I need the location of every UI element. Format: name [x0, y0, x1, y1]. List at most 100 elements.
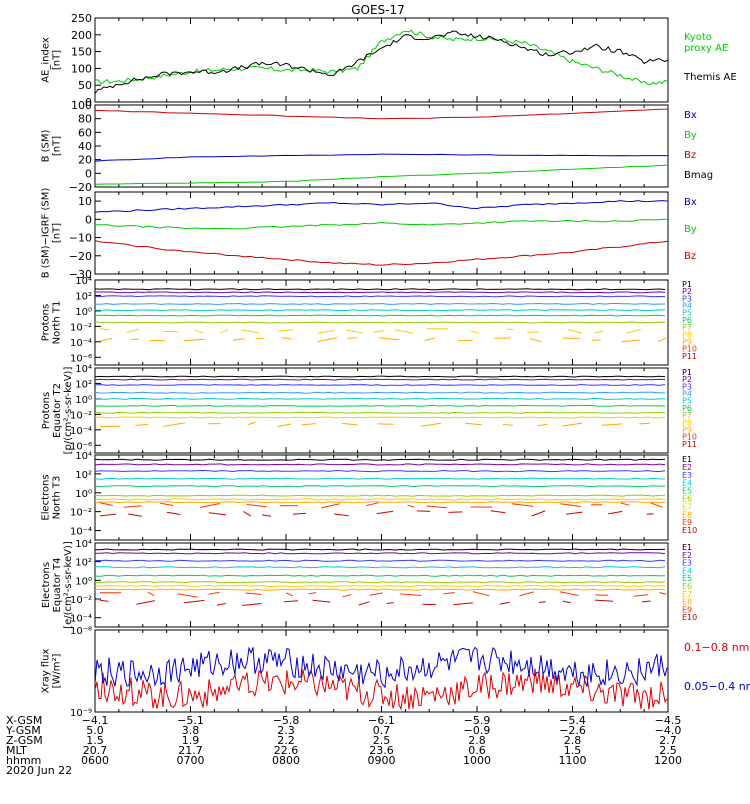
- channel-line-E8: [95, 589, 665, 590]
- channel-segment: [595, 331, 603, 333]
- y-tick-label: 10⁴: [75, 451, 92, 462]
- y-tick-label: 150: [71, 46, 92, 59]
- channel-segment: [595, 600, 613, 601]
- panel-8: [95, 630, 668, 712]
- channel-segment: [519, 592, 533, 596]
- panel-7: [95, 543, 668, 627]
- channel-segment: [302, 424, 316, 425]
- channel-line-E2: [95, 553, 665, 554]
- y-axis-label: Electrons: [41, 474, 52, 520]
- y-tick-label: 10⁻⁴: [70, 527, 92, 538]
- channel-line-P8: [95, 417, 665, 418]
- footer-value: 0600: [81, 754, 109, 767]
- channel-segment: [537, 424, 547, 425]
- channel-segment: [167, 512, 180, 514]
- legend-label: Bz: [684, 150, 696, 161]
- footer-value: 0800: [272, 754, 300, 767]
- series-line-0: [95, 201, 668, 213]
- channel-line-P2: [95, 292, 665, 293]
- channel-line-E4: [95, 478, 665, 479]
- channel-segment: [563, 601, 571, 603]
- channel-segment: [453, 603, 473, 605]
- panel-frame: [95, 192, 668, 274]
- y-tick-label: 60: [78, 126, 92, 139]
- channel-line-P3: [95, 296, 665, 297]
- channel-line-P3: [95, 385, 665, 386]
- channel-line-P7: [95, 322, 665, 323]
- channel-segment: [359, 602, 370, 605]
- channel-segment: [309, 593, 316, 594]
- channel-segment: [278, 424, 291, 427]
- channel-segment: [473, 592, 490, 596]
- y-tick-label: 10⁰: [75, 307, 92, 318]
- legend-label: 0.05−0.4 nm: [684, 680, 750, 693]
- legend-label: By: [684, 224, 697, 235]
- channel-line-E6: [95, 495, 665, 496]
- y-axis-label: Equator T4: [52, 558, 63, 613]
- channel-line-P5: [95, 310, 665, 311]
- y-tick-label: 40: [78, 140, 92, 153]
- legend-label: Themis AE: [683, 72, 737, 83]
- channel-segment: [100, 503, 113, 506]
- channel-segment: [184, 600, 204, 602]
- channel-legend: E10: [682, 526, 697, 535]
- channel-line-P6: [95, 315, 665, 316]
- channel-segment: [217, 604, 226, 606]
- channel-line-P2: [95, 379, 665, 380]
- channel-segment: [634, 595, 648, 597]
- channel-segment: [246, 593, 262, 595]
- channel-segment: [209, 513, 226, 515]
- panel-frame: [95, 630, 668, 712]
- channel-segment: [148, 592, 155, 596]
- channel-segment: [343, 595, 352, 597]
- panel-frame: [95, 105, 668, 187]
- channel-segment: [126, 329, 139, 333]
- channel-line-E6: [95, 582, 665, 583]
- channel-segment: [608, 511, 622, 514]
- channel-segment: [284, 601, 298, 602]
- y-tick-label: 10²: [75, 379, 92, 390]
- channel-line-E1: [95, 549, 665, 550]
- channel-segment: [642, 601, 651, 602]
- legend-label: Bx: [684, 110, 697, 121]
- panel-6: [95, 455, 668, 540]
- y-axis-label: [nT]: [52, 223, 63, 243]
- channel-segment: [471, 331, 479, 333]
- legend-label: Kyoto: [684, 32, 712, 43]
- y-axis-label: Xray flux: [41, 649, 52, 694]
- channel-line-E7: [95, 585, 665, 586]
- y-axis-label: Protons: [41, 392, 52, 429]
- y-tick-label: 20: [78, 154, 92, 167]
- channel-segment: [560, 592, 579, 596]
- channel-segment: [342, 423, 358, 425]
- y-tick-label: 10⁰: [75, 489, 92, 500]
- channel-line-P1: [95, 289, 665, 290]
- channel-segment: [124, 506, 142, 508]
- channel-segment: [639, 423, 650, 424]
- channel-segment: [427, 506, 448, 508]
- channel-segment: [135, 425, 148, 426]
- panel-frame: [95, 368, 668, 453]
- channel-segment: [532, 511, 545, 516]
- y-tick-label: 0: [85, 167, 92, 180]
- channel-segment: [334, 514, 348, 516]
- y-tick-label: 10⁴: [75, 539, 92, 550]
- channel-segment: [444, 593, 455, 594]
- channel-line-E1: [95, 459, 665, 460]
- channel-line-P5: [95, 399, 665, 400]
- panel-frame: [95, 18, 668, 102]
- panel-5: [95, 368, 668, 453]
- channel-segment: [491, 511, 506, 513]
- channel-segment: [568, 330, 582, 334]
- panel-frame: [95, 543, 668, 627]
- channel-segment: [530, 338, 542, 341]
- channel-segment: [651, 503, 663, 507]
- channel-segment: [346, 330, 362, 333]
- channel-segment: [366, 503, 378, 506]
- channel-legend: P11: [682, 352, 697, 361]
- y-tick-label: 10⁻²: [70, 508, 92, 519]
- y-axis-label: B (SM)−IGRF (SM): [41, 188, 52, 279]
- footer-value: 0900: [368, 754, 396, 767]
- y-tick-label: 10⁴: [75, 276, 92, 287]
